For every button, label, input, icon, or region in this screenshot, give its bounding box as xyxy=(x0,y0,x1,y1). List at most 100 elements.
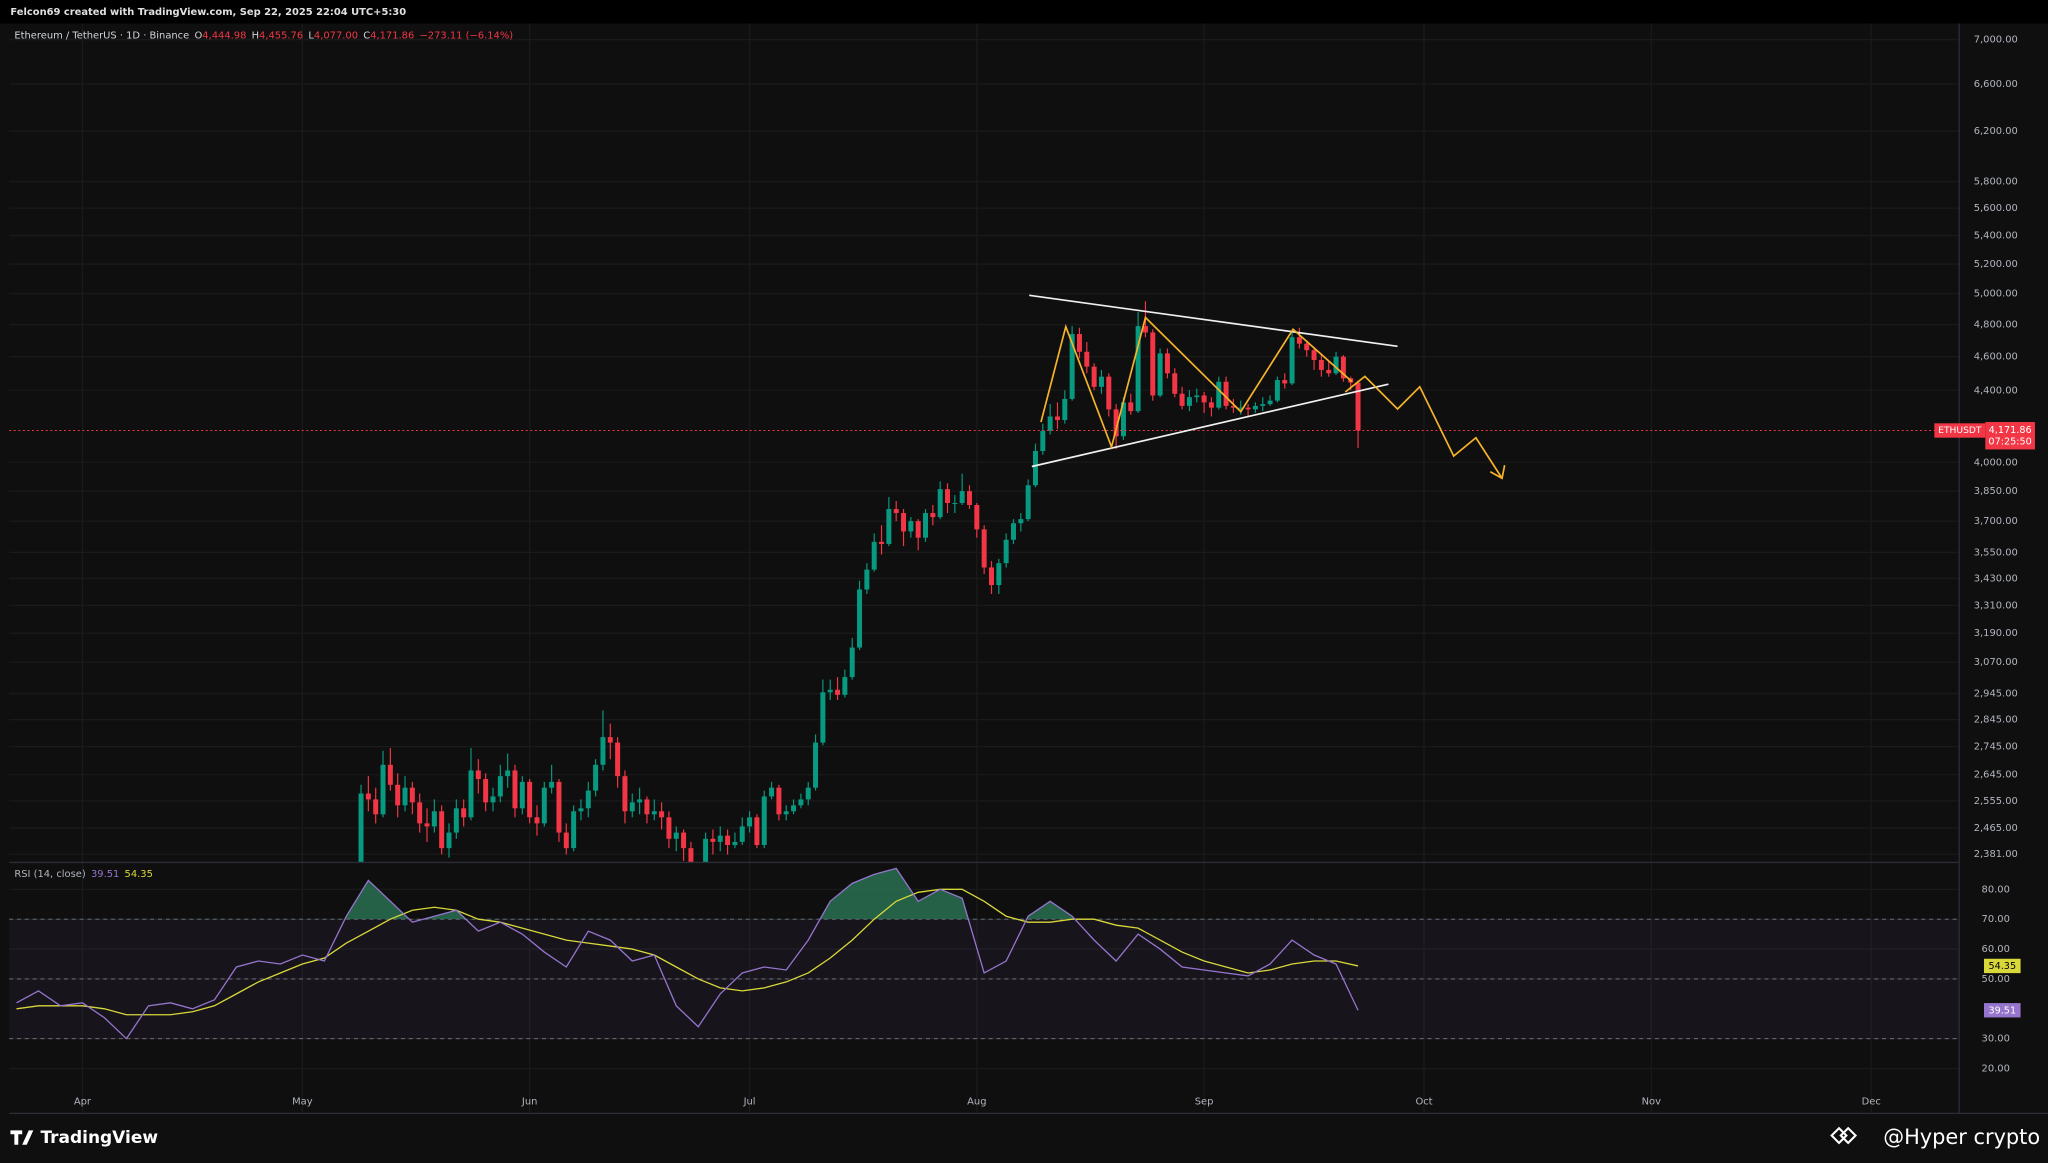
candle-body xyxy=(1098,376,1104,387)
candle-body xyxy=(1047,416,1053,431)
rsi-title: RSI (14, close) xyxy=(14,869,86,880)
candle-body xyxy=(1179,393,1185,406)
y-tick-label: 3,310.00 xyxy=(1974,600,2018,611)
candle-body xyxy=(453,808,459,833)
candle-body xyxy=(461,808,467,818)
candle-body xyxy=(798,799,804,806)
candle-body xyxy=(915,521,921,538)
rsi-tick-label: 50.00 xyxy=(1982,974,2010,985)
y-tick-label: 2,555.00 xyxy=(1974,796,2018,807)
legend-value: 4,077.00 xyxy=(314,30,358,41)
candle-body xyxy=(974,505,980,530)
x-tick-label: May xyxy=(292,1097,313,1108)
candle-body xyxy=(1289,337,1295,384)
candle-body xyxy=(710,838,716,842)
candle-body xyxy=(622,776,628,812)
candle-body xyxy=(629,802,635,812)
candle-body xyxy=(1216,381,1222,408)
y-tick-label: 5,000.00 xyxy=(1974,289,2018,300)
candle-body xyxy=(776,787,782,815)
rsi-legend-value: 39.51 xyxy=(91,869,119,880)
candle-body xyxy=(417,802,423,824)
candle-body xyxy=(373,799,379,815)
y-tick-label: 2,745.00 xyxy=(1974,742,2018,753)
candle-body xyxy=(1135,326,1141,412)
x-tick-label: Nov xyxy=(1642,1097,1661,1108)
candle-body xyxy=(1142,326,1148,333)
candle-body xyxy=(732,841,738,846)
candle-body xyxy=(1054,416,1060,421)
y-tick-label: 4,800.00 xyxy=(1974,320,2018,331)
candle-body xyxy=(769,787,775,797)
candle-body xyxy=(556,781,562,833)
candle-body xyxy=(380,764,386,815)
rsi-tick-label: 60.00 xyxy=(1982,944,2010,955)
candle-body xyxy=(446,832,452,849)
candle-body xyxy=(541,787,547,824)
x-tick-label: Aug xyxy=(967,1097,986,1108)
y-tick-label: 6,200.00 xyxy=(1974,126,2018,137)
candle-body xyxy=(930,513,936,518)
y-tick-label: 3,850.00 xyxy=(1974,486,2018,497)
candle-body xyxy=(424,823,430,827)
candle-body xyxy=(1032,451,1038,486)
candle-body xyxy=(534,817,540,824)
candle-body xyxy=(725,835,731,846)
y-tick-label: 5,600.00 xyxy=(1974,203,2018,214)
candle-body xyxy=(783,811,789,815)
candle-body xyxy=(512,770,518,809)
rsi-value-tag xyxy=(1984,958,2021,974)
candle-body xyxy=(1194,395,1200,398)
candle-body xyxy=(1304,343,1310,351)
rsi-line xyxy=(16,867,1359,1040)
candle-body xyxy=(967,491,972,506)
watermark-icon xyxy=(1830,1126,1858,1145)
rsi-pane xyxy=(9,867,1960,1040)
countdown-text: 07:25:50 xyxy=(1988,437,2031,448)
legend-value: 4,171.86 xyxy=(370,30,414,41)
y-tick-label: 2,945.00 xyxy=(1974,689,2018,700)
candle-body xyxy=(717,835,723,842)
candle-body xyxy=(703,838,709,863)
legend-key: L xyxy=(308,30,314,41)
candle-body xyxy=(497,776,503,797)
candle-body xyxy=(791,805,797,812)
candle-body xyxy=(571,811,577,849)
candle-body xyxy=(857,589,863,648)
candle-body xyxy=(1128,402,1134,412)
candle-body xyxy=(593,764,599,791)
candle-body xyxy=(387,764,393,785)
resistance-line xyxy=(1029,294,1398,348)
candle-body xyxy=(959,491,965,504)
candle-body xyxy=(585,790,591,809)
candle-body xyxy=(1267,400,1273,405)
x-tick-label: Sep xyxy=(1195,1097,1214,1108)
y-tick-label: 5,200.00 xyxy=(1974,259,2018,270)
candle-body xyxy=(651,811,657,815)
candle-body xyxy=(505,770,511,777)
rsi-value-tag-text: 39.51 xyxy=(1988,1005,2016,1016)
symbol-tag-text: ETHUSDT xyxy=(1938,426,1982,436)
candle-body xyxy=(908,521,914,532)
candle-body xyxy=(1106,376,1112,410)
y-tick-label: 3,700.00 xyxy=(1974,516,2018,527)
x-tick-label: Apr xyxy=(74,1097,92,1108)
candle-body xyxy=(1340,356,1346,379)
candle-body xyxy=(615,742,621,777)
candle-body xyxy=(1355,382,1361,431)
candle-body xyxy=(1326,369,1332,374)
brand-logo xyxy=(10,1130,34,1145)
x-tick-label: Jun xyxy=(521,1097,537,1108)
candle-body xyxy=(468,770,474,818)
rsi-value-tag xyxy=(1984,1003,2021,1018)
candle-body xyxy=(365,793,371,800)
candle-body xyxy=(439,811,445,849)
candle-body xyxy=(1172,373,1178,394)
candle-body xyxy=(1076,334,1082,352)
y-tick-label: 2,381.00 xyxy=(1974,849,2018,860)
labels: 7,000.00 6,600.00 6,200.00 5,800.00 5,600.00… xyxy=(74,35,2035,1108)
candle-body xyxy=(1018,519,1024,524)
candle-body xyxy=(1010,523,1016,540)
candle-body xyxy=(1296,337,1302,344)
